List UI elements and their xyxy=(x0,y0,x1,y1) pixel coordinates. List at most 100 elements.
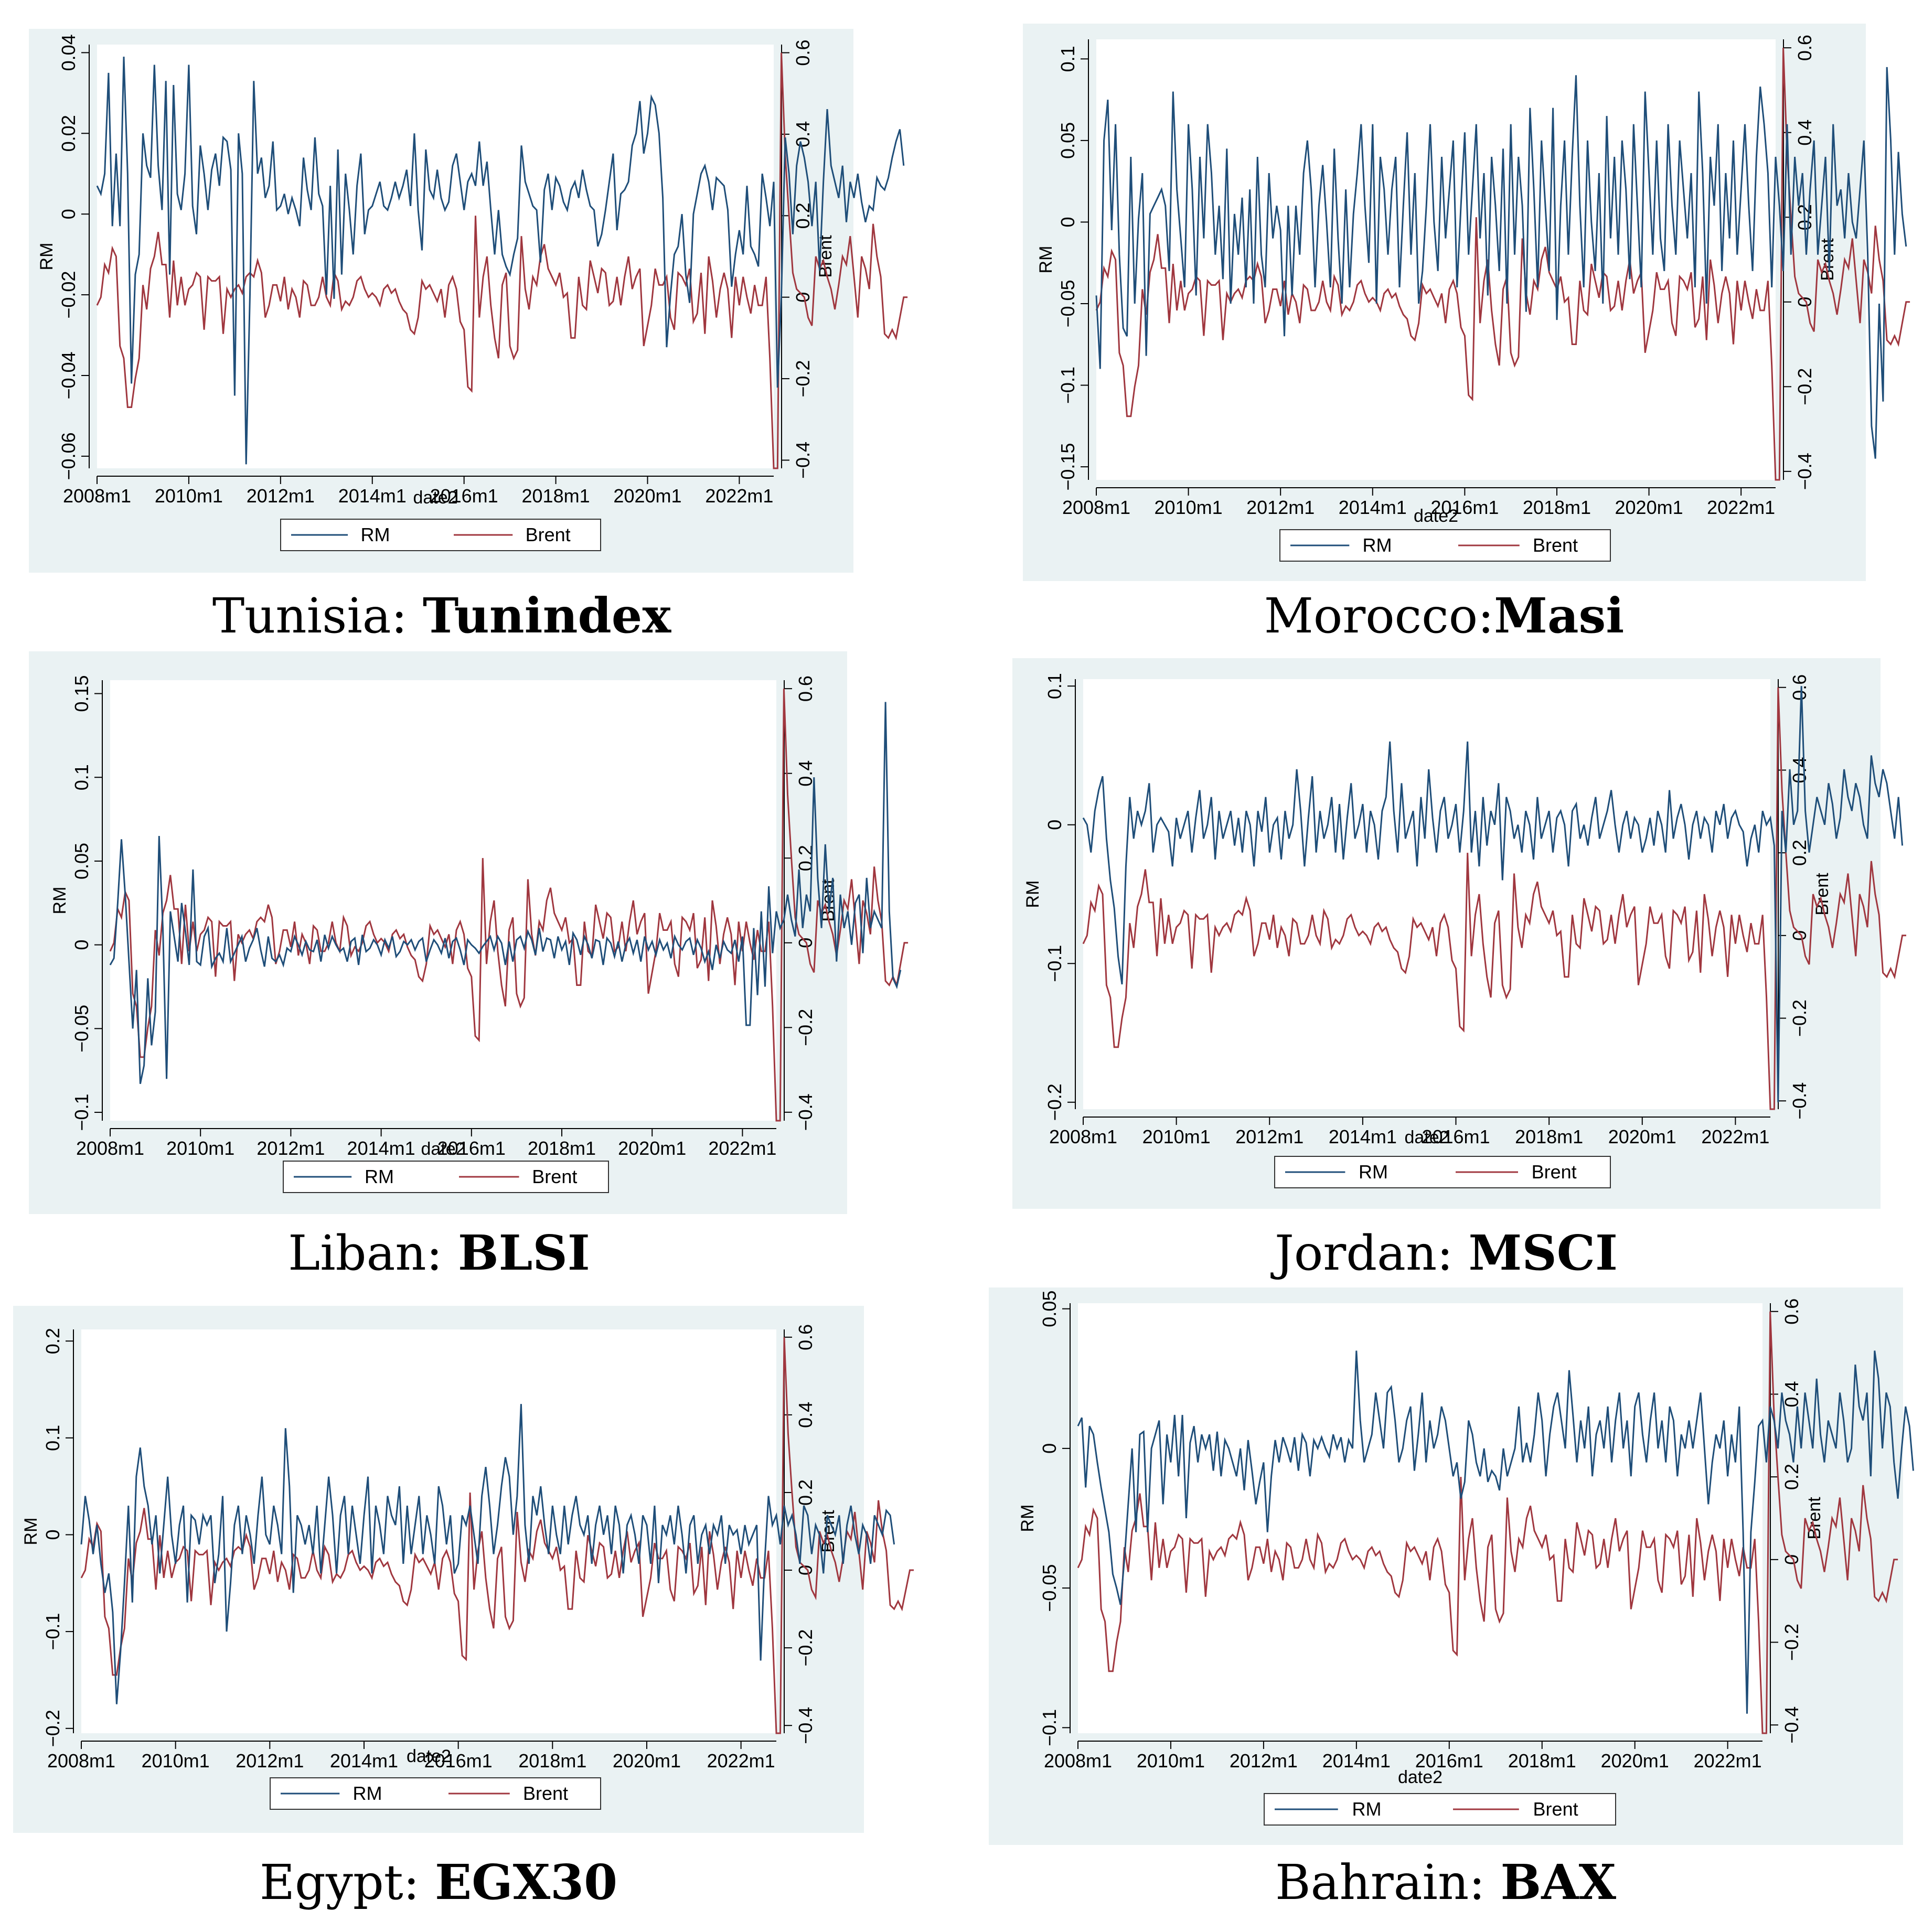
brent-series-line xyxy=(1095,48,1910,481)
caption-tunisia: Tunisia: Tunindex xyxy=(212,587,671,644)
y-left-tick-label: 0 xyxy=(71,940,92,950)
x-tick-label: 2008m1 xyxy=(63,485,131,507)
legend-rm-label: RM xyxy=(1359,1161,1388,1183)
x-axis-title: date2 xyxy=(1398,1767,1443,1787)
x-tick-label: 2016m1 xyxy=(430,485,498,507)
x-tick-label: 2020m1 xyxy=(613,1750,681,1772)
y-right-tick-label: −0.2 xyxy=(1781,1624,1802,1661)
rm-series-line xyxy=(80,1404,895,1704)
x-tick-label: 2018m1 xyxy=(522,485,590,507)
caption-egypt: Egypt: EGX30 xyxy=(259,1854,618,1910)
y-left-tick-label: −0.2 xyxy=(42,1710,63,1747)
x-tick-label: 2022m1 xyxy=(1694,1750,1762,1772)
x-tick-label: 2020m1 xyxy=(613,485,681,507)
y-left-tick-label: −0.1 xyxy=(1044,945,1065,982)
y-right-tick-label: 0.4 xyxy=(1794,120,1815,146)
x-tick-label: 2022m1 xyxy=(708,1137,776,1159)
plot-area xyxy=(1078,1303,1762,1733)
x-tick-label: 2008m1 xyxy=(47,1750,115,1772)
y-right-tick-label: −0.2 xyxy=(795,1009,816,1046)
x-tick-label: 2022m1 xyxy=(707,1750,775,1772)
plot-area xyxy=(1083,679,1770,1109)
brent-series-line xyxy=(1077,1311,1898,1734)
legend-brent-label: Brent xyxy=(1532,1161,1577,1183)
y-left-tick-label: 0.1 xyxy=(42,1425,63,1451)
plot-area xyxy=(1096,39,1776,480)
y-right-tick-label: 0.4 xyxy=(795,760,816,787)
x-axis-title: date2 xyxy=(413,488,457,508)
x-tick-label: 2012m1 xyxy=(1235,1126,1304,1147)
y-right-tick-label: −0.4 xyxy=(1781,1706,1802,1744)
y-right-tick-label: 0 xyxy=(792,292,814,303)
x-tick-label: 2016m1 xyxy=(1422,1126,1490,1147)
chart-tunisia: −0.06−0.04−0.0200.020.04−0.4−0.200.20.40… xyxy=(37,34,908,551)
y-right-tick-label: −0.2 xyxy=(1794,368,1815,405)
y-left-tick-label: −0.04 xyxy=(58,351,79,399)
y-right-axis-title: Brent xyxy=(1812,873,1832,916)
y-left-tick-label: −0.15 xyxy=(1057,443,1078,491)
y-right-tick-label: −0.4 xyxy=(795,1093,816,1131)
chart-egypt: −0.2 −0.1 0 0.1 0.2 −0.4 −0.2 0 0.2 0.4 0.6 2008m1 2… xyxy=(21,1324,914,1810)
x-tick-label: 2008m1 xyxy=(1044,1750,1112,1772)
y-left-tick-label: 0.02 xyxy=(58,115,79,152)
y-left-tick-label: −0.06 xyxy=(58,432,79,480)
x-tick-label: 2022m1 xyxy=(1701,1126,1769,1147)
brent-series-line xyxy=(96,52,908,469)
panel-jordan: −0.2 −0.1 0 0.1 −0.4 −0.2 0 0.2 0.4 0.6 2008m1 2010… xyxy=(1012,658,1906,1209)
y-right-tick-label: 0.2 xyxy=(1781,1464,1802,1490)
panel-liban: −0.1 −0.05 0 0.05 0.1 0.15 −0.4 −0.2 0 0.2 0.4 0.6 2… xyxy=(29,651,909,1214)
y-right-tick-label: −0.4 xyxy=(792,442,814,479)
x-tick-label: 2020m1 xyxy=(1601,1750,1669,1772)
x-tick-label: 2008m1 xyxy=(1062,497,1130,518)
x-tick-label: 2012m1 xyxy=(257,1137,325,1159)
y-left-tick-label: −0.05 xyxy=(71,1005,92,1053)
y-right-axis-title: Brent xyxy=(1804,1497,1824,1540)
legend-brent-label: Brent xyxy=(1533,534,1578,556)
legend-brent-label: Brent xyxy=(526,524,571,545)
y-left-tick-label: 0.1 xyxy=(1057,46,1078,72)
plot-area xyxy=(97,45,774,468)
x-tick-label: 2012m1 xyxy=(236,1750,304,1772)
plot-area xyxy=(110,680,776,1121)
y-right-tick-label: 0.6 xyxy=(795,1324,816,1350)
y-left-tick-label: 0.1 xyxy=(71,764,92,790)
y-right-tick-label: 0.2 xyxy=(795,845,816,871)
x-tick-label: 2016m1 xyxy=(437,1137,506,1159)
rm-series-line xyxy=(1095,67,1907,459)
y-right-tick-label: 0 xyxy=(795,1565,816,1575)
x-tick-label: 2010m1 xyxy=(1155,497,1223,518)
panel-tunisia: −0.06 −0.04 −0.02 0 0.02 0.04 −0.4 −0.2 0 0.2 0.4 0… xyxy=(29,29,908,573)
y-right-tick-label: 0.4 xyxy=(795,1402,816,1428)
x-tick-label: 2018m1 xyxy=(1523,497,1591,518)
y-right-tick-label: −0.4 xyxy=(1794,453,1815,490)
x-tick-label: 2016m1 xyxy=(1415,1750,1483,1772)
x-tick-label: 2008m1 xyxy=(1049,1126,1117,1147)
y-right-tick-label: −0.4 xyxy=(1789,1082,1810,1120)
y-right-tick-label: 0.6 xyxy=(1789,674,1810,701)
x-tick-label: 2016m1 xyxy=(1430,497,1499,518)
x-tick-label: 2018m1 xyxy=(528,1137,596,1159)
rm-series-line xyxy=(1077,1350,1914,1714)
y-right-tick-label: 0.2 xyxy=(1789,840,1810,866)
legend-brent-label: Brent xyxy=(532,1166,577,1187)
x-tick-label: 2012m1 xyxy=(1246,497,1315,518)
y-left-tick-label: −0.05 xyxy=(1039,1564,1060,1612)
x-tick-label: 2014m1 xyxy=(330,1750,398,1772)
x-tick-label: 2020m1 xyxy=(1608,1126,1676,1147)
panel-morocco: −0.15 −0.1 −0.05 0 0.05 0.1 −0.4 −0.2 0 0.2 0.4 0.6… xyxy=(1023,24,1910,581)
x-tick-label: 2014m1 xyxy=(338,485,407,507)
y-right-tick-label: 0.6 xyxy=(792,40,814,66)
x-tick-label: 2014m1 xyxy=(347,1137,415,1159)
x-tick-label: 2010m1 xyxy=(1142,1126,1211,1147)
caption-liban: Liban: BLSI xyxy=(288,1225,590,1281)
rm-series-line xyxy=(1082,686,1904,1102)
y-left-tick-label: 0.05 xyxy=(1057,122,1078,159)
y-left-tick-label: 0.05 xyxy=(1039,1291,1060,1327)
brent-series-line xyxy=(80,1337,914,1734)
y-left-tick-label: 0 xyxy=(42,1529,63,1540)
x-tick-label: 2012m1 xyxy=(1230,1750,1298,1772)
x-axis-title: date2 xyxy=(1414,506,1458,526)
y-left-tick-label: −0.2 xyxy=(1044,1083,1065,1121)
x-tick-label: 2010m1 xyxy=(1137,1750,1205,1772)
